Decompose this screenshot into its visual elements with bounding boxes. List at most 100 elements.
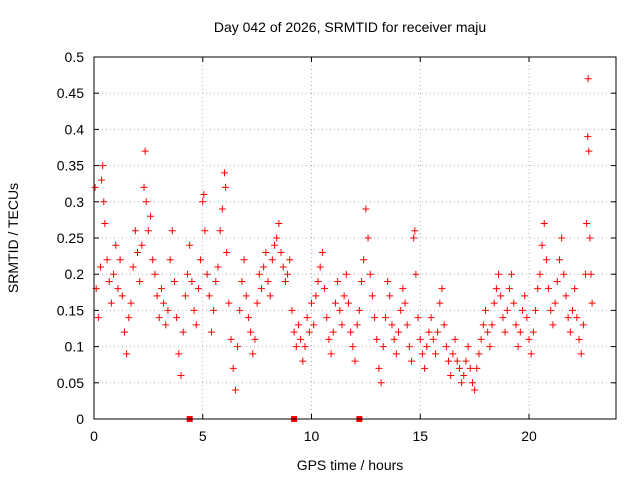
data-point [97,263,105,271]
data-point [334,277,342,285]
data-point [257,285,265,293]
data-point [157,285,165,293]
data-point [425,328,433,336]
data-point [155,314,163,322]
data-point [411,227,419,235]
data-point [227,335,235,343]
y-tick-label: 0.35 [57,158,84,174]
data-point [429,335,437,343]
data-point [508,270,516,278]
data-point [505,285,513,293]
data-point [449,350,457,358]
data-point [120,328,128,336]
data-point [168,227,176,235]
data-point [577,350,585,358]
data-point [197,256,205,264]
y-tick-label: 0.4 [65,121,85,137]
data-point [318,248,326,256]
data-points [91,75,596,394]
data-point [473,364,481,372]
data-point [344,299,352,307]
data-point [290,328,298,336]
data-point [521,292,529,300]
data-point [255,270,263,278]
data-point [579,321,587,329]
data-point [512,321,520,329]
data-point [268,256,276,264]
data-point [305,328,313,336]
data-point [440,321,448,329]
data-point [203,270,211,278]
data-point [408,357,416,365]
data-point [525,335,533,343]
data-point [442,343,450,351]
data-point [351,357,359,365]
data-point [325,335,333,343]
data-point [538,241,546,249]
data-point [200,191,208,199]
data-point [486,343,494,351]
data-point [423,343,431,351]
data-point [410,234,418,242]
data-point [240,256,248,264]
data-point [364,234,372,242]
data-point [384,277,392,285]
data-point [555,256,563,264]
data-point [151,270,159,278]
data-point [399,285,407,293]
data-point [231,386,239,394]
data-point [390,335,398,343]
y-axis-ticks: 0 0.05 0.1 0.15 0.2 0.25 0.3 0.35 0.4 0.45 0.5 [57,49,616,427]
data-point [516,328,524,336]
data-point [366,270,374,278]
data-point [99,162,107,170]
data-point [371,314,379,322]
data-point [212,277,220,285]
data-point [192,321,200,329]
data-point [388,321,396,329]
data-point [438,285,446,293]
data-point [94,314,102,322]
data-point [222,183,230,191]
data-point [573,314,581,322]
data-point [414,314,422,322]
data-point [118,292,126,300]
data-point [501,328,509,336]
data-point [412,270,420,278]
y-tick-label: 0.2 [65,266,85,282]
data-point [238,277,246,285]
data-point [207,328,215,336]
data-point [368,292,376,300]
grid [94,57,616,419]
data-point [244,314,252,322]
x-tick-label: 15 [412,428,428,444]
data-point [186,241,194,249]
data-point [445,357,453,365]
data-point [482,306,489,314]
data-point [247,328,255,336]
data-point [253,299,261,307]
data-point [184,270,192,278]
x-tick-label: 20 [521,428,537,444]
data-point [379,343,387,351]
data-point [381,314,389,322]
data-point [569,306,576,314]
data-point [275,220,283,228]
data-point [321,285,329,293]
data-point [316,263,324,271]
data-point [205,292,213,300]
data-point [251,335,259,343]
data-point [123,350,131,358]
data-point [392,350,400,358]
data-point [264,277,272,285]
data-point [571,285,579,293]
data-point [271,241,279,249]
data-point [566,328,574,336]
data-point [536,270,544,278]
data-point [127,299,135,307]
data-point [436,299,444,307]
data-point [451,335,459,343]
data-point [360,256,368,264]
data-point [140,183,148,191]
